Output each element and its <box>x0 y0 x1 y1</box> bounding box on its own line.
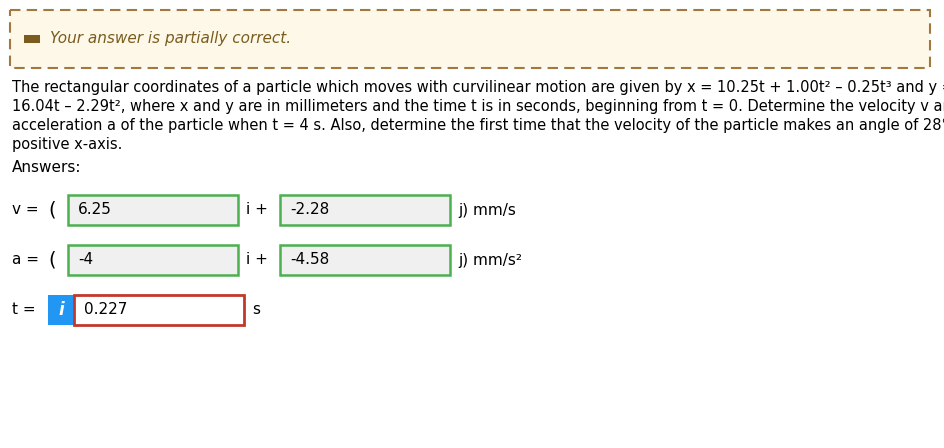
Text: Answers:: Answers: <box>12 160 81 175</box>
FancyBboxPatch shape <box>10 10 930 68</box>
Text: 6.25: 6.25 <box>78 202 112 217</box>
Text: positive x-axis.: positive x-axis. <box>12 137 123 152</box>
Text: s: s <box>252 302 260 318</box>
FancyBboxPatch shape <box>24 35 40 43</box>
Text: -2.28: -2.28 <box>290 202 329 217</box>
Text: i: i <box>59 301 64 319</box>
Text: (: ( <box>48 250 56 270</box>
Text: -4.58: -4.58 <box>290 253 329 267</box>
FancyBboxPatch shape <box>68 245 238 275</box>
Text: Your answer is partially correct.: Your answer is partially correct. <box>50 31 291 47</box>
Text: a =: a = <box>12 253 39 267</box>
Text: acceleration a of the particle when t = 4 s. Also, determine the first time that: acceleration a of the particle when t = … <box>12 118 944 133</box>
Text: -4: -4 <box>78 253 93 267</box>
FancyBboxPatch shape <box>280 245 450 275</box>
FancyBboxPatch shape <box>48 295 74 325</box>
Text: j) mm/s²: j) mm/s² <box>458 253 522 267</box>
FancyBboxPatch shape <box>74 295 244 325</box>
Text: i +: i + <box>246 202 268 217</box>
FancyBboxPatch shape <box>280 195 450 225</box>
Text: The rectangular coordinates of a particle which moves with curvilinear motion ar: The rectangular coordinates of a particl… <box>12 80 944 95</box>
Text: 0.227: 0.227 <box>84 302 127 318</box>
Text: t =: t = <box>12 302 36 318</box>
Text: j) mm/s: j) mm/s <box>458 202 515 217</box>
FancyBboxPatch shape <box>68 195 238 225</box>
Text: 16.04t – 2.29t², where x and y are in millimeters and the time t is in seconds, : 16.04t – 2.29t², where x and y are in mi… <box>12 99 944 114</box>
Text: i +: i + <box>246 253 268 267</box>
Text: (: ( <box>48 201 56 220</box>
Text: v =: v = <box>12 202 39 217</box>
